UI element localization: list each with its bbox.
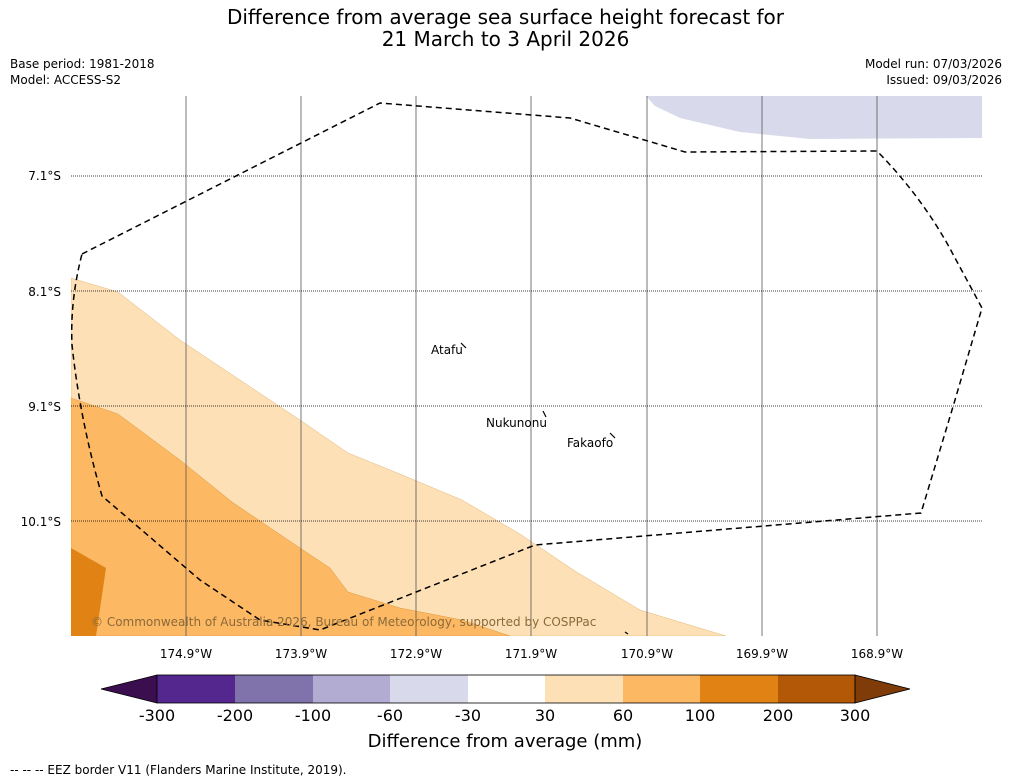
lat-label: 9.1°S	[28, 400, 61, 414]
lon-label: 172.9°W	[390, 647, 442, 661]
lat-label: 7.1°S	[28, 169, 61, 183]
shade-60-100	[71, 397, 511, 636]
lon-label: 174.9°W	[160, 647, 212, 661]
map-title: Difference from average sea surface heig…	[0, 6, 1011, 50]
colorbar-tick: 100	[685, 706, 716, 725]
lon-label: 171.9°W	[505, 647, 557, 661]
colorbar-frame	[156, 674, 856, 704]
lat-label: 8.1°S	[28, 285, 61, 299]
longitude-labels: 174.9°W 173.9°W 172.9°W 171.9°W 170.9°W …	[160, 647, 903, 661]
colorbar-tick: 300	[840, 706, 871, 725]
colorbar-swatch	[235, 675, 313, 703]
info-right: Model run: 07/03/2026 Issued: 09/03/2026	[865, 56, 1002, 88]
lat-label: 10.1°S	[21, 515, 61, 529]
colorbar	[100, 674, 911, 704]
model-name: Model: ACCESS-S2	[10, 73, 122, 87]
info-left: Base period: 1981-2018 Model: ACCESS-S2	[10, 56, 155, 88]
place-label-fakaofo: Fakaofo	[567, 436, 613, 450]
colorbar-tick: -60	[377, 706, 403, 725]
colorbar-swatch	[157, 675, 235, 703]
place-label-nukunonu: Nukunonu	[486, 416, 547, 430]
colorbar-swatch	[545, 675, 623, 703]
lon-label: 173.9°W	[275, 647, 327, 661]
colorbar-swatch	[313, 675, 390, 703]
nukunonu-island-mark	[542, 410, 547, 418]
place-label-atafu: Atafu	[431, 343, 463, 357]
colorbar-tick: 30	[535, 706, 555, 725]
eez-border	[70, 102, 983, 631]
lon-label: 170.9°W	[621, 647, 673, 661]
atafu-island-mark	[460, 342, 467, 349]
colorbar-tick: -300	[139, 706, 175, 725]
meridian-lines	[185, 96, 878, 636]
colorbar-tick: -30	[455, 706, 481, 725]
map-area	[71, 96, 982, 636]
colorbar-ticks: -300 -200 -100 -60 -30 30 60 100 200 300	[139, 706, 870, 725]
small-island-mark	[624, 631, 629, 635]
island-markers	[460, 342, 629, 635]
copyright-text: © Commonwealth of Australia 2026, Bureau…	[91, 615, 596, 629]
colorbar-label: Difference from average (mm)	[368, 731, 643, 752]
title-line-2: 21 March to 3 April 2026	[381, 27, 630, 51]
eez-legend: -- -- -- EEZ border V11 (Flanders Marine…	[10, 763, 347, 777]
colorbar-swatch	[390, 675, 468, 703]
colorbar-tick: 60	[613, 706, 633, 725]
issued-date: Issued: 09/03/2026	[886, 73, 1002, 87]
colorbar-swatch	[468, 675, 545, 703]
latitude-labels: 7.1°S 8.1°S 9.1°S 10.1°S	[21, 169, 61, 529]
shade-100-200	[71, 548, 106, 636]
shade-negative-30-60	[646, 96, 982, 139]
base-period: Base period: 1981-2018	[10, 57, 155, 71]
colorbar-tick: 200	[763, 706, 794, 725]
lon-label: 168.9°W	[851, 647, 903, 661]
lon-label: 169.9°W	[736, 647, 788, 661]
colorbar-swatch	[623, 675, 700, 703]
model-run: Model run: 07/03/2026	[864, 57, 1002, 71]
title-line-1: Difference from average sea surface heig…	[226, 5, 785, 29]
colorbar-swatch	[700, 675, 778, 703]
colorbar-low-arrow	[100, 674, 158, 704]
fakaofo-island-mark	[609, 432, 616, 439]
colorbar-tick: -200	[217, 706, 253, 725]
colorbar-tick: -100	[295, 706, 331, 725]
colorbar-high-arrow	[854, 674, 911, 704]
colorbar-swatch	[778, 675, 855, 703]
